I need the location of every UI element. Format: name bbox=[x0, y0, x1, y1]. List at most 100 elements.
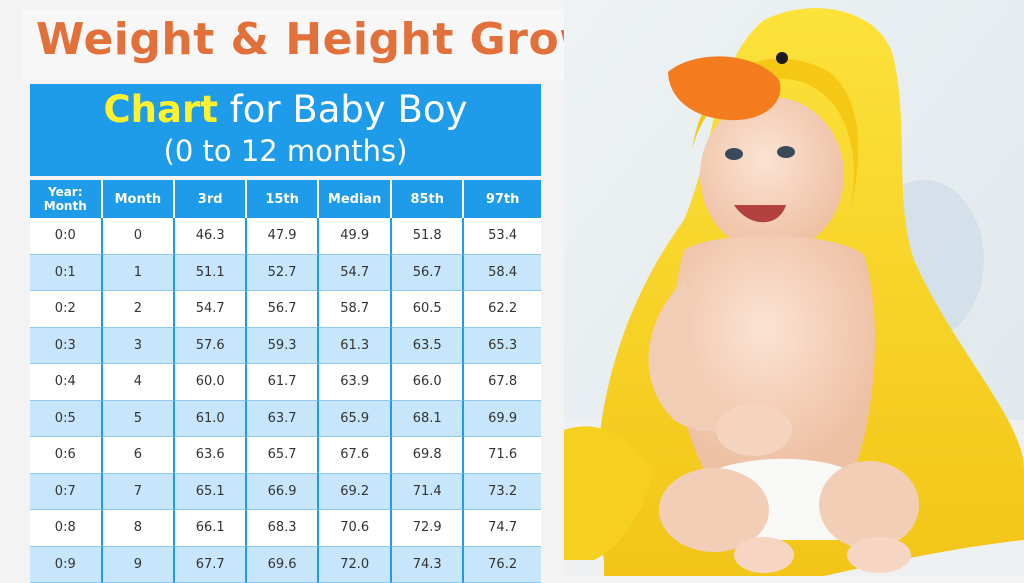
baby-photo bbox=[564, 0, 1024, 576]
chart-heading: Chart for Baby Boy bbox=[30, 88, 541, 131]
page-title: Weight & Height Growth bbox=[36, 14, 654, 65]
table-cell: 0:4 bbox=[30, 364, 103, 401]
column-header: Month bbox=[103, 180, 176, 218]
column-header-text: Month bbox=[30, 199, 101, 213]
table-cell: 54.7 bbox=[319, 255, 392, 292]
table-cell: 49.9 bbox=[319, 218, 392, 255]
table-cell: 71.6 bbox=[464, 437, 541, 474]
table-cell: 56.7 bbox=[392, 255, 464, 292]
table-cell: 61.7 bbox=[247, 364, 319, 401]
column-header: 85th bbox=[392, 180, 464, 218]
table-cell: 60.0 bbox=[175, 364, 247, 401]
table-cell: 71.4 bbox=[392, 474, 464, 511]
column-header: Median bbox=[319, 180, 392, 218]
chart-header: Chart for Baby Boy (0 to 12 months) bbox=[30, 84, 541, 176]
table-cell: 73.2 bbox=[464, 474, 541, 511]
table-cell: 61.3 bbox=[319, 328, 392, 365]
table-cell: 0:8 bbox=[30, 510, 103, 547]
table-cell: 7 bbox=[103, 474, 176, 511]
column-header-text: 3rd bbox=[198, 192, 223, 207]
table-cell: 69.8 bbox=[392, 437, 464, 474]
chart-heading-rest: for Baby Boy bbox=[218, 88, 468, 131]
table-cell: 59.3 bbox=[247, 328, 319, 365]
table-cell: 5 bbox=[103, 401, 176, 438]
table-cell: 0 bbox=[103, 218, 176, 255]
table-cell: 66.9 bbox=[247, 474, 319, 511]
column-header-text: Month bbox=[115, 192, 162, 207]
table-cell: 54.7 bbox=[175, 291, 247, 328]
table-cell: 72.0 bbox=[319, 547, 392, 583]
table-cell: 69.2 bbox=[319, 474, 392, 511]
table-cell: 72.9 bbox=[392, 510, 464, 547]
table-cell: 66.0 bbox=[392, 364, 464, 401]
table-cell: 8 bbox=[103, 510, 176, 547]
table-cell: 0:2 bbox=[30, 291, 103, 328]
table-cell: 53.4 bbox=[464, 218, 541, 255]
table-cell: 57.6 bbox=[175, 328, 247, 365]
chart-heading-highlight: Chart bbox=[104, 88, 218, 131]
table-cell: 6 bbox=[103, 437, 176, 474]
table-cell: 63.5 bbox=[392, 328, 464, 365]
table-cell: 68.3 bbox=[247, 510, 319, 547]
table-cell: 51.1 bbox=[175, 255, 247, 292]
column-header-text: 15th bbox=[265, 192, 299, 207]
chart-subtitle: (0 to 12 months) bbox=[30, 134, 541, 168]
table-cell: 65.1 bbox=[175, 474, 247, 511]
column-header: 3rd bbox=[175, 180, 247, 218]
table-cell: 66.1 bbox=[175, 510, 247, 547]
table-cell: 60.5 bbox=[392, 291, 464, 328]
column-header-text: 85th bbox=[410, 192, 444, 207]
column-header: Year:Month bbox=[30, 180, 103, 218]
table-cell: 4 bbox=[103, 364, 176, 401]
table-cell: 9 bbox=[103, 547, 176, 583]
table-cell: 52.7 bbox=[247, 255, 319, 292]
column-header: 15th bbox=[247, 180, 319, 218]
table-cell: 69.9 bbox=[464, 401, 541, 438]
table-cell: 56.7 bbox=[247, 291, 319, 328]
table-cell: 0:6 bbox=[30, 437, 103, 474]
baby-in-duck-hood-towel-photo-icon bbox=[564, 0, 1024, 576]
table-cell: 74.7 bbox=[464, 510, 541, 547]
table-cell: 46.3 bbox=[175, 218, 247, 255]
table-cell: 63.6 bbox=[175, 437, 247, 474]
table-cell: 65.3 bbox=[464, 328, 541, 365]
table-cell: 69.6 bbox=[247, 547, 319, 583]
table-cell: 68.1 bbox=[392, 401, 464, 438]
table-cell: 63.9 bbox=[319, 364, 392, 401]
table-cell: 67.7 bbox=[175, 547, 247, 583]
column-header-text: Median bbox=[328, 192, 382, 207]
table-cell: 58.4 bbox=[464, 255, 541, 292]
table-cell: 0:9 bbox=[30, 547, 103, 583]
table-cell: 2 bbox=[103, 291, 176, 328]
table-cell: 0:0 bbox=[30, 218, 103, 255]
column-header-text: 97th bbox=[486, 192, 520, 207]
table-cell: 74.3 bbox=[392, 547, 464, 583]
column-header: 97th bbox=[464, 180, 541, 218]
table-cell: 0:1 bbox=[30, 255, 103, 292]
table-cell: 63.7 bbox=[247, 401, 319, 438]
table-cell: 0:3 bbox=[30, 328, 103, 365]
table-cell: 51.8 bbox=[392, 218, 464, 255]
table-cell: 65.7 bbox=[247, 437, 319, 474]
table-cell: 0:5 bbox=[30, 401, 103, 438]
table-cell: 0:7 bbox=[30, 474, 103, 511]
table-cell: 67.6 bbox=[319, 437, 392, 474]
table-cell: 61.0 bbox=[175, 401, 247, 438]
table-cell: 70.6 bbox=[319, 510, 392, 547]
table-cell: 1 bbox=[103, 255, 176, 292]
column-header-text: Year: bbox=[30, 185, 101, 199]
table-cell: 76.2 bbox=[464, 547, 541, 583]
